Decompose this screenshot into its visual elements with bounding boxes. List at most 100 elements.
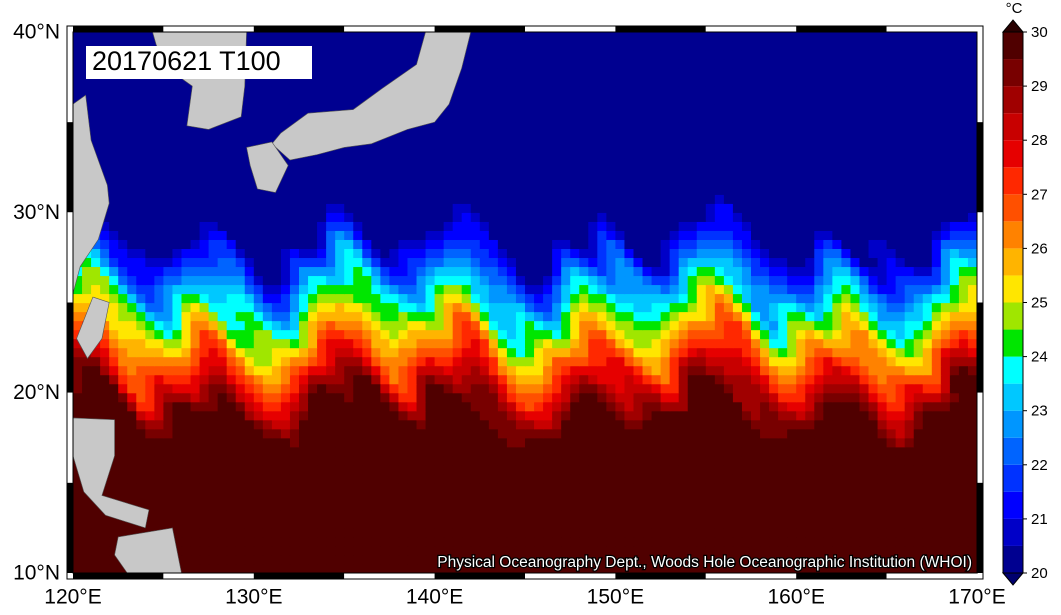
temperature-cell: [832, 482, 842, 493]
temperature-cell: [850, 500, 861, 511]
temperature-cell: [163, 464, 174, 475]
temperature-cell: [886, 257, 897, 268]
temperature-cell: [308, 338, 318, 349]
temperature-cell: [407, 293, 418, 304]
temperature-cell: [172, 149, 183, 159]
temperature-cell: [904, 122, 915, 132]
temperature-cell: [488, 140, 499, 150]
temperature-cell: [326, 374, 336, 385]
temperature-cell: [922, 284, 933, 295]
temperature-cell: [769, 545, 779, 556]
temperature-cell: [100, 392, 110, 403]
temperature-cell: [244, 473, 255, 484]
temperature-cell: [109, 554, 119, 565]
temperature-cell: [760, 275, 770, 286]
temperature-cell: [570, 185, 580, 195]
temperature-cell: [624, 527, 635, 538]
temperature-cell: [597, 149, 607, 159]
temperature-cell: [651, 347, 662, 358]
temperature-cell: [723, 284, 734, 295]
temperature-cell: [172, 302, 183, 313]
temperature-cell: [335, 365, 345, 376]
temperature-cell: [443, 347, 454, 358]
temperature-cell: [199, 266, 210, 277]
temperature-cell: [335, 428, 345, 439]
temperature-cell: [606, 338, 616, 349]
temperature-cell: [922, 482, 933, 493]
temperature-cell: [416, 473, 427, 484]
temperature-cell: [398, 230, 409, 240]
temperature-cell: [497, 140, 508, 150]
temperature-cell: [73, 482, 83, 493]
temperature-cell: [877, 437, 888, 448]
temperature-cell: [751, 563, 761, 574]
temperature-cell: [687, 239, 698, 249]
temperature-cell: [904, 239, 915, 249]
temperature-cell: [543, 554, 553, 565]
temperature-cell: [335, 545, 345, 556]
temperature-cell: [299, 266, 309, 277]
temperature-cell: [100, 248, 110, 259]
temperature-cell: [452, 221, 463, 231]
temperature-cell: [769, 185, 779, 195]
temperature-cell: [497, 545, 508, 556]
temperature-cell: [841, 329, 852, 340]
temperature-cell: [289, 311, 300, 322]
temperature-cell: [651, 248, 662, 259]
temperature-cell: [895, 212, 906, 222]
temperature-cell: [931, 266, 942, 277]
temperature-cell: [705, 446, 716, 457]
temperature-cell: [561, 239, 571, 249]
temperature-cell: [407, 473, 418, 484]
temperature-cell: [479, 320, 490, 331]
temperature-cell: [651, 239, 662, 249]
temperature-cell: [651, 257, 662, 268]
temperature-cell: [534, 518, 544, 529]
temperature-cell: [651, 338, 662, 349]
temperature-cell: [534, 158, 544, 168]
temperature-cell: [751, 257, 761, 268]
temperature-cell: [805, 185, 815, 195]
temperature-cell: [425, 356, 436, 367]
temperature-cell: [389, 140, 400, 150]
temperature-cell: [787, 410, 797, 421]
temperature-cell: [669, 167, 680, 177]
temperature-cell: [190, 203, 201, 213]
temperature-cell: [895, 122, 906, 132]
temperature-cell: [958, 536, 969, 547]
temperature-cell: [127, 203, 137, 213]
temperature-cell: [823, 374, 833, 385]
temperature-cell: [633, 140, 644, 150]
temperature-cell: [696, 374, 707, 385]
temperature-cell: [208, 383, 219, 394]
temperature-cell: [543, 293, 553, 304]
temperature-cell: [841, 392, 852, 403]
temperature-cell: [163, 284, 174, 295]
temperature-cell: [796, 374, 806, 385]
temperature-cell: [660, 527, 671, 538]
temperature-cell: [353, 194, 363, 204]
temperature-cell: [118, 347, 128, 358]
temperature-cell: [778, 410, 788, 421]
temperature-cell: [226, 455, 237, 466]
temperature-cell: [841, 347, 852, 358]
temperature-cell: [760, 266, 770, 277]
temperature-cell: [850, 374, 861, 385]
temperature-cell: [353, 464, 363, 475]
temperature-cell: [606, 473, 616, 484]
temperature-cell: [235, 293, 246, 304]
temperature-cell: [877, 329, 888, 340]
temperature-cell: [407, 410, 418, 421]
temperature-cell: [805, 563, 815, 574]
temperature-cell: [217, 158, 228, 168]
temperature-cell: [678, 185, 689, 195]
temperature-cell: [109, 536, 119, 547]
temperature-cell: [741, 338, 752, 349]
temperature-cell: [380, 347, 390, 358]
temperature-cell: [705, 536, 716, 547]
temperature-cell: [181, 329, 192, 340]
temperature-cell: [181, 491, 192, 502]
temperature-cell: [832, 410, 842, 421]
temperature-cell: [615, 275, 626, 286]
temperature-cell: [488, 518, 499, 529]
